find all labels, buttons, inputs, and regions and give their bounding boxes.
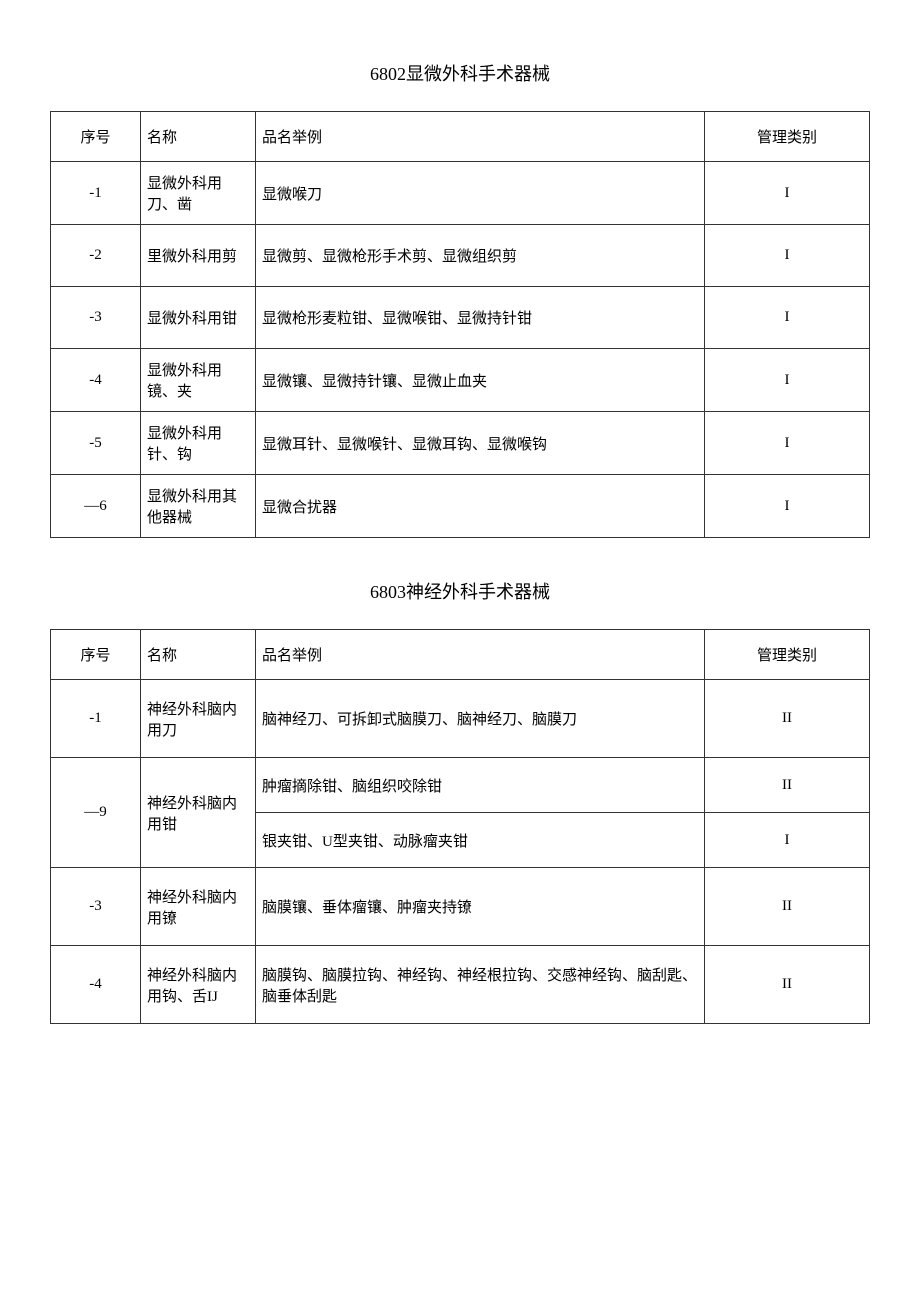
cell-example: 显微剪、显微枪形手术剪、显微组织剪	[256, 225, 705, 287]
cell-category: II	[705, 868, 870, 946]
cell-name: 显微外科用其他器械	[141, 475, 256, 538]
table-row: -3 神经外科脑内用镣 脑膜镶、垂体瘤镶、肿瘤夹持镣 II	[51, 868, 870, 946]
cell-seq: -3	[51, 868, 141, 946]
table-6803: 序号 名称 品名举例 管理类别 -1 神经外科脑内用刀 脑神经刀、可拆卸式脑膜刀…	[50, 629, 870, 1024]
table-row: -1 神经外科脑内用刀 脑神经刀、可拆卸式脑膜刀、脑神经刀、脑膜刀 II	[51, 680, 870, 758]
cell-category: II	[705, 680, 870, 758]
table-row: —9 神经外科脑内用钳 肿瘤摘除钳、脑组织咬除钳 II	[51, 758, 870, 813]
cell-seq: —6	[51, 475, 141, 538]
cell-name: 显微外科用镜、夹	[141, 349, 256, 412]
cell-example: 显微合扰器	[256, 475, 705, 538]
cell-name: 显微外科用针、钩	[141, 412, 256, 475]
cell-name: 显微外科用刀、凿	[141, 162, 256, 225]
header-name: 名称	[141, 112, 256, 162]
cell-name: 里微外科用剪	[141, 225, 256, 287]
cell-seq: -1	[51, 680, 141, 758]
cell-example: 脑膜镶、垂体瘤镶、肿瘤夹持镣	[256, 868, 705, 946]
cell-seq: -5	[51, 412, 141, 475]
cell-example: 显微耳针、显微喉针、显微耳钩、显微喉钩	[256, 412, 705, 475]
cell-name: 神经外科脑内用镣	[141, 868, 256, 946]
table-row: -2 里微外科用剪 显微剪、显微枪形手术剪、显微组织剪 I	[51, 225, 870, 287]
header-seq: 序号	[51, 630, 141, 680]
cell-example: 肿瘤摘除钳、脑组织咬除钳	[256, 758, 705, 813]
section-title-6802: 6802显微外科手术器械	[50, 60, 870, 86]
header-example: 品名举例	[256, 112, 705, 162]
table-row: -1 显微外科用刀、凿 显微喉刀 I	[51, 162, 870, 225]
header-name: 名称	[141, 630, 256, 680]
cell-name: 神经外科脑内用钳	[141, 758, 256, 868]
cell-example: 显微枪形麦粒钳、显微喉钳、显微持针钳	[256, 287, 705, 349]
cell-category: I	[705, 475, 870, 538]
cell-seq: -4	[51, 349, 141, 412]
cell-example: 银夹钳、U型夹钳、动脉瘤夹钳	[256, 813, 705, 868]
cell-seq: -1	[51, 162, 141, 225]
cell-example: 显微镶、显微持针镶、显微止血夹	[256, 349, 705, 412]
table-header-row: 序号 名称 品名举例 管理类别	[51, 630, 870, 680]
cell-name: 神经外科脑内用钩、舌IJ	[141, 946, 256, 1024]
cell-category: I	[705, 162, 870, 225]
table-row: -4 神经外科脑内用钩、舌IJ 脑膜钩、脑膜拉钩、神经钩、神经根拉钩、交感神经钩…	[51, 946, 870, 1024]
cell-example: 显微喉刀	[256, 162, 705, 225]
table-row: -4 显微外科用镜、夹 显微镶、显微持针镶、显微止血夹 I	[51, 349, 870, 412]
table-row: -3 显微外科用钳 显微枪形麦粒钳、显微喉钳、显微持针钳 I	[51, 287, 870, 349]
table-row: —6 显微外科用其他器械 显微合扰器 I	[51, 475, 870, 538]
cell-seq: -3	[51, 287, 141, 349]
section-title-6803: 6803神经外科手术器械	[50, 578, 870, 604]
cell-name: 显微外科用钳	[141, 287, 256, 349]
cell-name: 神经外科脑内用刀	[141, 680, 256, 758]
table-6802: 序号 名称 品名举例 管理类别 -1 显微外科用刀、凿 显微喉刀 I -2 里微…	[50, 111, 870, 538]
cell-category: I	[705, 349, 870, 412]
table-header-row: 序号 名称 品名举例 管理类别	[51, 112, 870, 162]
header-category: 管理类别	[705, 630, 870, 680]
cell-seq: —9	[51, 758, 141, 868]
cell-category: I	[705, 287, 870, 349]
cell-example: 脑膜钩、脑膜拉钩、神经钩、神经根拉钩、交感神经钩、脑刮匙、脑垂体刮匙	[256, 946, 705, 1024]
cell-category: II	[705, 946, 870, 1024]
cell-category: I	[705, 225, 870, 287]
header-example: 品名举例	[256, 630, 705, 680]
header-seq: 序号	[51, 112, 141, 162]
cell-category: I	[705, 412, 870, 475]
table-row: -5 显微外科用针、钩 显微耳针、显微喉针、显微耳钩、显微喉钩 I	[51, 412, 870, 475]
cell-category: I	[705, 813, 870, 868]
cell-example: 脑神经刀、可拆卸式脑膜刀、脑神经刀、脑膜刀	[256, 680, 705, 758]
cell-category: II	[705, 758, 870, 813]
cell-seq: -4	[51, 946, 141, 1024]
header-category: 管理类别	[705, 112, 870, 162]
cell-seq: -2	[51, 225, 141, 287]
